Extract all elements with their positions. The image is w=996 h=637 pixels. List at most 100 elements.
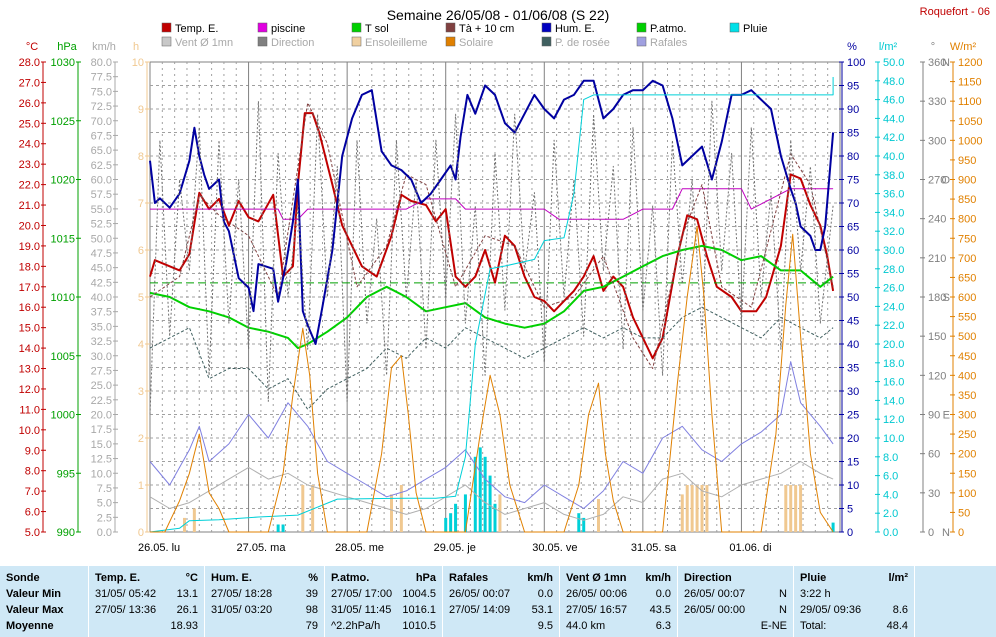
dir-cardinal-label: O: [941, 175, 950, 187]
stats-hum-moy-value: 79: [305, 620, 318, 632]
legend-swatch: [729, 22, 740, 33]
ensol-tick-label: 4: [138, 339, 144, 351]
stats-moy-label: Moyenne: [6, 620, 54, 632]
hum-tick-label: 20: [847, 433, 859, 445]
pluie-tick-label: 0.0: [883, 527, 898, 539]
temp-tick-label: 7.0: [25, 486, 40, 498]
bar-pluie-barres-: [454, 503, 458, 532]
ensol-tick-label: 5: [138, 292, 144, 304]
solaire-tick-label: 600: [958, 292, 976, 304]
pluie-tick-label: 2.0: [883, 508, 898, 520]
bar-ensoleilleme: [705, 485, 709, 532]
vent-tick-label: 10.0: [91, 468, 112, 480]
solaire-tick-label: 950: [958, 155, 976, 167]
stats-dir-max-time: 26/05/ 00:00: [684, 604, 746, 616]
series-t-10-cm: [149, 102, 834, 369]
stats-col-temp: Temp. E. °C 31/05/ 05:42 13.1 27/05/ 13:36…: [89, 566, 204, 637]
bar-ensoleilleme: [794, 485, 798, 532]
stats-hum-max-value: 98: [305, 604, 318, 616]
vent-tick-label: 30.0: [91, 351, 112, 363]
solaire-tick-label: 550: [958, 312, 976, 324]
legend-label: Rafales: [650, 37, 688, 49]
vent-tick-label: 57.5: [91, 189, 112, 201]
temp-tick-label: 17.0: [19, 282, 40, 294]
bar-pluie-barres-: [444, 517, 448, 532]
vent-tick-label: 75.0: [91, 86, 112, 98]
vent-unit-label: km/h: [92, 41, 116, 53]
temp-tick-label: 19.0: [19, 241, 40, 253]
pluie-tick-label: 20.0: [883, 339, 904, 351]
stats-temp-moy-value: 18.93: [170, 620, 198, 632]
vent-tick-label: 65.0: [91, 145, 112, 157]
stats-panel: Sonde Valeur Min Valeur Max Moyenne Temp…: [0, 566, 996, 637]
pluie-tick-label: 14.0: [883, 395, 904, 407]
ensol-tick-label: 3: [138, 386, 144, 398]
stats-temp-unit: °C: [185, 572, 198, 584]
day-label: 01.06. di: [729, 542, 771, 554]
stats-rafales-min-time: 26/05/ 00:07: [449, 588, 511, 600]
temp-tick-label: 18.0: [19, 261, 40, 273]
bar-ensoleilleme: [680, 494, 684, 532]
stats-temp-max-value: 26.1: [176, 604, 198, 616]
legend-label: T sol: [365, 23, 389, 35]
vent-tick-label: 0.0: [97, 527, 112, 539]
hum-tick-label: 65: [847, 222, 859, 234]
legend-swatch: [541, 36, 552, 47]
solaire-tick-label: 1200: [958, 57, 982, 69]
stats-vent-min-time: 26/05/ 00:06: [566, 588, 628, 600]
pluie-tick-label: 48.0: [883, 76, 904, 88]
temp-tick-label: 11.0: [19, 404, 40, 416]
hum-tick-label: 0: [847, 527, 853, 539]
stats-vent-distance: 44.0 km: [566, 620, 606, 632]
vent-tick-label: 37.5: [91, 307, 112, 319]
stats-hum-min-value: 39: [305, 588, 318, 600]
solaire-tick-label: 1000: [958, 135, 982, 147]
hum-tick-label: 95: [847, 81, 859, 93]
pluie-tick-label: 36.0: [883, 189, 904, 201]
stats-rafales-max-value: 53.1: [531, 604, 553, 616]
legend-swatch: [445, 22, 456, 33]
solaire-tick-label: 0: [958, 527, 964, 539]
temp-tick-label: 8.0: [25, 466, 40, 478]
solaire-tick-label: 100: [958, 488, 976, 500]
temp-tick-label: 21.0: [19, 200, 40, 212]
solaire-tick-label: 300: [958, 410, 976, 422]
solaire-tick-label: 1150: [958, 77, 982, 89]
hum-tick-label: 85: [847, 128, 859, 140]
stats-hum-min-time: 27/05/ 18:28: [211, 588, 273, 600]
pluie-tick-label: 8.0: [883, 452, 898, 464]
day-label: 28.05. me: [335, 542, 384, 554]
dir-tick-label: 150: [928, 331, 946, 343]
stats-patmo-max-value: 1016.1: [402, 604, 436, 616]
bar-ensoleilleme: [685, 485, 689, 532]
series-pluie: [149, 77, 834, 533]
dir-tick-label: 330: [928, 96, 946, 108]
pression-tick-label: 1025: [51, 116, 75, 128]
stats-temp-min-time: 31/05/ 05:42: [95, 588, 157, 600]
stats-hum-header: Hum. E.: [211, 572, 252, 584]
stats-sonde-header: Sonde: [6, 572, 40, 584]
series-t-sol: [149, 244, 834, 350]
hum-tick-label: 60: [847, 245, 859, 257]
vent-tick-label: 2.5: [97, 512, 112, 524]
stats-pluie-unit: l/m²: [888, 572, 908, 584]
pression-tick-label: 1020: [51, 175, 75, 187]
stats-rafales-moy-value: 9.5: [537, 620, 553, 632]
stats-max-label: Valeur Max: [6, 604, 64, 616]
pluie-tick-label: 40.0: [883, 151, 904, 163]
legend-label: Tà + 10 cm: [459, 23, 514, 35]
stats-temp-min-value: 13.1: [176, 588, 198, 600]
solaire-tick-label: 1100: [958, 96, 982, 108]
pluie-tick-label: 34.0: [883, 207, 904, 219]
stats-dir-min-time: 26/05/ 00:07: [684, 588, 746, 600]
hum-tick-label: 25: [847, 410, 859, 422]
legend: Temp. E. piscine T sol Tà + 10 cm Hum. E. P.a…: [161, 22, 767, 49]
weather-chart: 5.06.07.08.09.010.011.012.013.014.015.01…: [19, 6, 990, 554]
legend-swatch: [161, 36, 172, 47]
bar-ensoleilleme: [311, 485, 315, 532]
chart-title: Semaine 26/05/08 - 01/06/08 (S 22): [387, 7, 610, 23]
temp-tick-label: 5.0: [25, 527, 40, 539]
pluie-tick-label: 44.0: [883, 113, 904, 125]
hum-tick-label: 70: [847, 198, 859, 210]
hum-unit-label: %: [847, 41, 857, 53]
